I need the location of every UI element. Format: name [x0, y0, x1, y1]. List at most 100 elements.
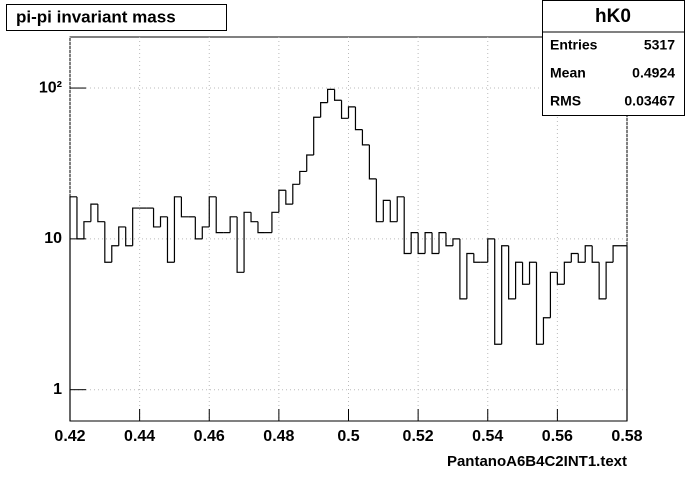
- histogram-bin: [250, 212, 258, 223]
- histogram-bin: [410, 232, 419, 254]
- y-tick-label: 10: [44, 230, 62, 247]
- x-tick-label: 0.58: [611, 428, 642, 445]
- x-tick-label: 0.44: [124, 428, 155, 445]
- histogram-bin: [431, 232, 440, 255]
- histogram-bin: [620, 245, 628, 421]
- histogram-bin: [445, 232, 453, 247]
- histogram-bin: [306, 154, 314, 172]
- x-axis-label: PantanoA6B4C2INT1.text: [447, 453, 627, 470]
- histogram-bin: [243, 211, 252, 273]
- histogram-bin: [570, 252, 579, 263]
- histogram-bin: [299, 170, 307, 185]
- histogram-bin: [556, 272, 565, 285]
- y-tick-label: 1: [53, 381, 62, 398]
- stats-box: [542, 0, 685, 116]
- x-tick-label: 0.48: [263, 428, 294, 445]
- histogram-bin: [528, 261, 537, 285]
- histogram-bin: [118, 226, 126, 246]
- histogram-bin: [208, 196, 217, 227]
- histogram-bin: [327, 88, 335, 103]
- plot: 0.42 0.44 0.46 0.48 0.5 0.52 0.54 0.56 0.58 1 10 10…: [39, 37, 643, 445]
- histogram-bin: [292, 183, 300, 205]
- histogram-bin: [201, 226, 210, 239]
- histogram-bin: [90, 203, 98, 222]
- x-tick-label: 0.52: [403, 428, 434, 445]
- stats-value: 0.03467: [624, 93, 675, 109]
- x-tick-label: 0.46: [194, 428, 225, 445]
- histogram-bin: [333, 89, 342, 101]
- histogram-bin: [375, 178, 384, 223]
- histogram-bin: [83, 221, 91, 239]
- histogram-bin: [403, 196, 412, 255]
- histogram-bin: [438, 232, 446, 254]
- x-tick-label: 0.56: [542, 428, 573, 445]
- histogram-bin: [347, 106, 356, 119]
- histogram-bin: [173, 196, 182, 263]
- histogram-bin: [584, 245, 593, 263]
- histogram-bin: [424, 232, 433, 254]
- histogram-bin: [542, 317, 551, 345]
- histogram-bin: [215, 196, 224, 234]
- histogram-bin: [417, 232, 426, 255]
- histogram-bin: [549, 271, 558, 318]
- histogram-bin: [159, 216, 168, 227]
- title-box: [6, 4, 227, 31]
- stats-value: 5317: [644, 37, 675, 53]
- stats-rows: Entries 5317 Mean 0.4924 RMS 0.03467: [550, 37, 675, 109]
- histogram-bin: [508, 245, 516, 300]
- histogram-bin: [69, 196, 77, 421]
- histogram-bin: [487, 238, 495, 263]
- histogram-bin: [563, 261, 572, 285]
- stats-label: Mean: [550, 65, 586, 81]
- histogram-bin: [313, 116, 321, 155]
- histogram-bin: [76, 196, 84, 240]
- histogram-bin: [166, 216, 175, 263]
- histogram-bin: [104, 221, 112, 263]
- stats-value: 0.4924: [632, 65, 675, 81]
- histogram-bin: [194, 216, 203, 240]
- histogram-bin: [361, 129, 370, 146]
- histogram-bin: [466, 252, 474, 299]
- histogram-bin: [612, 245, 621, 263]
- histogram-bin: [132, 207, 140, 246]
- histogram-bin: [389, 200, 398, 223]
- histogram-bin: [111, 245, 119, 263]
- x-tick-label: 0.5: [337, 428, 359, 445]
- histogram-bin: [340, 100, 349, 119]
- histogram-bin: [285, 190, 293, 205]
- histogram-bin: [535, 262, 544, 345]
- stats-title: hK0: [595, 6, 631, 27]
- histogram-bin: [368, 144, 377, 180]
- histogram-bin: [354, 106, 363, 131]
- histogram-bin: [501, 245, 509, 345]
- histogram-bin: [97, 204, 105, 223]
- histogram-bin: [598, 262, 607, 300]
- histogram-bin: [577, 253, 586, 263]
- histogram-bin: [473, 253, 481, 263]
- stats-label: Entries: [550, 37, 598, 53]
- histogram-bin: [152, 208, 161, 228]
- histogram-bin: [229, 216, 238, 233]
- x-tick-label: 0.54: [472, 428, 503, 445]
- histogram-bin: [521, 262, 530, 285]
- histogram-bin: [452, 238, 460, 246]
- histogram-bin: [459, 238, 467, 300]
- y-tick-label: 10²: [39, 79, 62, 96]
- histogram-bin: [236, 216, 245, 273]
- histogram-bin: [494, 238, 502, 345]
- histogram-bin: [320, 102, 328, 118]
- x-tick-label: 0.42: [54, 428, 85, 445]
- histogram-bin: [180, 196, 189, 218]
- histogram-bin: [271, 211, 279, 233]
- histogram-bin: [396, 196, 405, 222]
- histogram-bin: [605, 261, 614, 299]
- stats-label: RMS: [550, 93, 581, 109]
- chart-title: pi-pi invariant mass: [16, 7, 176, 26]
- histogram-bin: [257, 221, 265, 234]
- histogram-bin: [278, 189, 286, 213]
- histogram-bin: [515, 261, 523, 299]
- histogram-bin: [125, 226, 133, 247]
- histogram-bin: [382, 199, 391, 222]
- histogram-bin: [591, 245, 600, 263]
